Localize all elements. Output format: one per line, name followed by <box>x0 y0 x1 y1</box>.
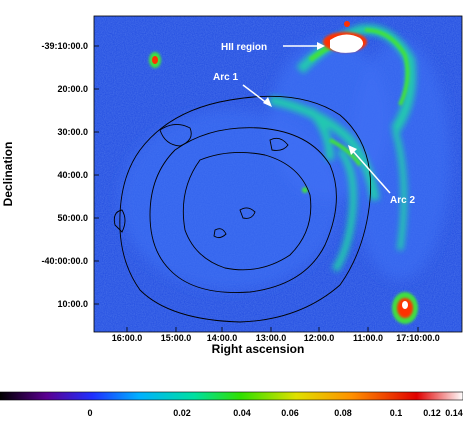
x-tick-labels: 16:00.0 15:00.0 14:00.0 13:00.0 12:00.0 11:00… <box>112 327 440 343</box>
contour-blob-5 <box>269 137 289 151</box>
colorbar-tick-label: 0.08 <box>334 408 352 418</box>
y-axis-title: Declination <box>1 142 15 207</box>
y-tick-label: 50:00.0 <box>57 213 88 223</box>
x-tick-label: 11:00.0 <box>353 333 383 343</box>
hii-arrowhead <box>317 42 325 50</box>
contour-blob-3 <box>239 207 256 219</box>
arc2-label: Arc 2 <box>390 195 415 206</box>
x-axis-title: Right ascension <box>212 342 305 356</box>
colorbar-tick-label: 0 <box>87 408 92 418</box>
annotations: HII region Arc 1 Arc 2 <box>213 42 415 206</box>
x-tick-label: 17:10:00.0 <box>396 333 440 343</box>
arc2-arrow <box>351 149 391 194</box>
x-tick-label: 16:00.0 <box>112 333 143 343</box>
contour-blob-2 <box>113 209 126 233</box>
colorbar-strip <box>0 391 463 401</box>
radio-image <box>94 16 462 332</box>
contour-blob-4 <box>213 228 227 239</box>
colorbar-tick-label: 0.06 <box>281 408 299 418</box>
contour-blob-1 <box>159 124 192 147</box>
y-tick-label: -39:10:00.0 <box>41 41 88 51</box>
colorbar-tick-labels: 0 0.02 0.04 0.06 0.08 0.1 0.12 0.14 <box>87 408 462 418</box>
x-tick-label: 15:00.0 <box>161 333 192 343</box>
colorbar-tick-label: 0.12 <box>423 408 441 418</box>
contour-outer <box>119 95 372 323</box>
arc1-arrow <box>242 84 269 105</box>
y-tick-label: 20:00.0 <box>57 84 88 94</box>
y-tick-label: 30:00.0 <box>57 127 88 137</box>
colorbar: 0 0.02 0.04 0.06 0.08 0.1 0.12 0.14 <box>0 391 463 418</box>
hii-region-core <box>330 34 408 309</box>
colorbar-tick-label: 0.04 <box>233 408 251 418</box>
y-tick-labels: -39:10:00.0 20:00.0 30:00.0 40:00.0 50:00.0 -… <box>41 41 99 309</box>
y-tick-label: -40:00:00.0 <box>41 256 88 266</box>
contour-lines <box>113 95 372 323</box>
colorbar-tick-label: 0.14 <box>445 408 463 418</box>
y-tick-label: 40:00.0 <box>57 170 88 180</box>
colorbar-tick-label: 0.02 <box>173 408 191 418</box>
x-tick-label: 13:00.0 <box>256 333 287 343</box>
arc2-arrowhead <box>348 145 357 155</box>
image-frame <box>93 15 463 333</box>
arc1-label: Arc 1 <box>213 72 238 83</box>
y-tick-label: 10:00.0 <box>57 299 88 309</box>
x-tick-label: 12:00.0 <box>304 333 335 343</box>
hii-region-label: HII region <box>221 42 267 53</box>
colorbar-tick-label: 0.1 <box>390 408 403 418</box>
arc1-arrowhead <box>263 97 272 107</box>
contour-ring <box>182 151 312 271</box>
x-tick-label: 14:00.0 <box>207 333 238 343</box>
